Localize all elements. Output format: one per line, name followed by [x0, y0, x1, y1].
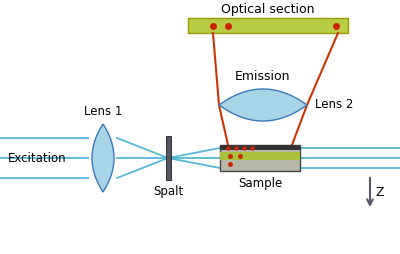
Text: Emission: Emission	[235, 70, 291, 83]
Text: Lens 1: Lens 1	[84, 105, 122, 118]
Bar	[166, 136, 170, 180]
Polygon shape	[219, 89, 307, 121]
Text: Lens 2: Lens 2	[315, 99, 353, 112]
Text: Z: Z	[375, 185, 384, 198]
Bar	[188, 18, 348, 33]
Polygon shape	[92, 124, 114, 192]
Text: Optical section: Optical section	[221, 3, 315, 16]
Bar	[220, 152, 300, 160]
Text: Excitation: Excitation	[8, 151, 67, 165]
Text: Sample: Sample	[238, 177, 282, 190]
Text: Spalt: Spalt	[153, 185, 183, 198]
Bar	[220, 145, 300, 171]
Bar	[220, 145, 300, 150]
